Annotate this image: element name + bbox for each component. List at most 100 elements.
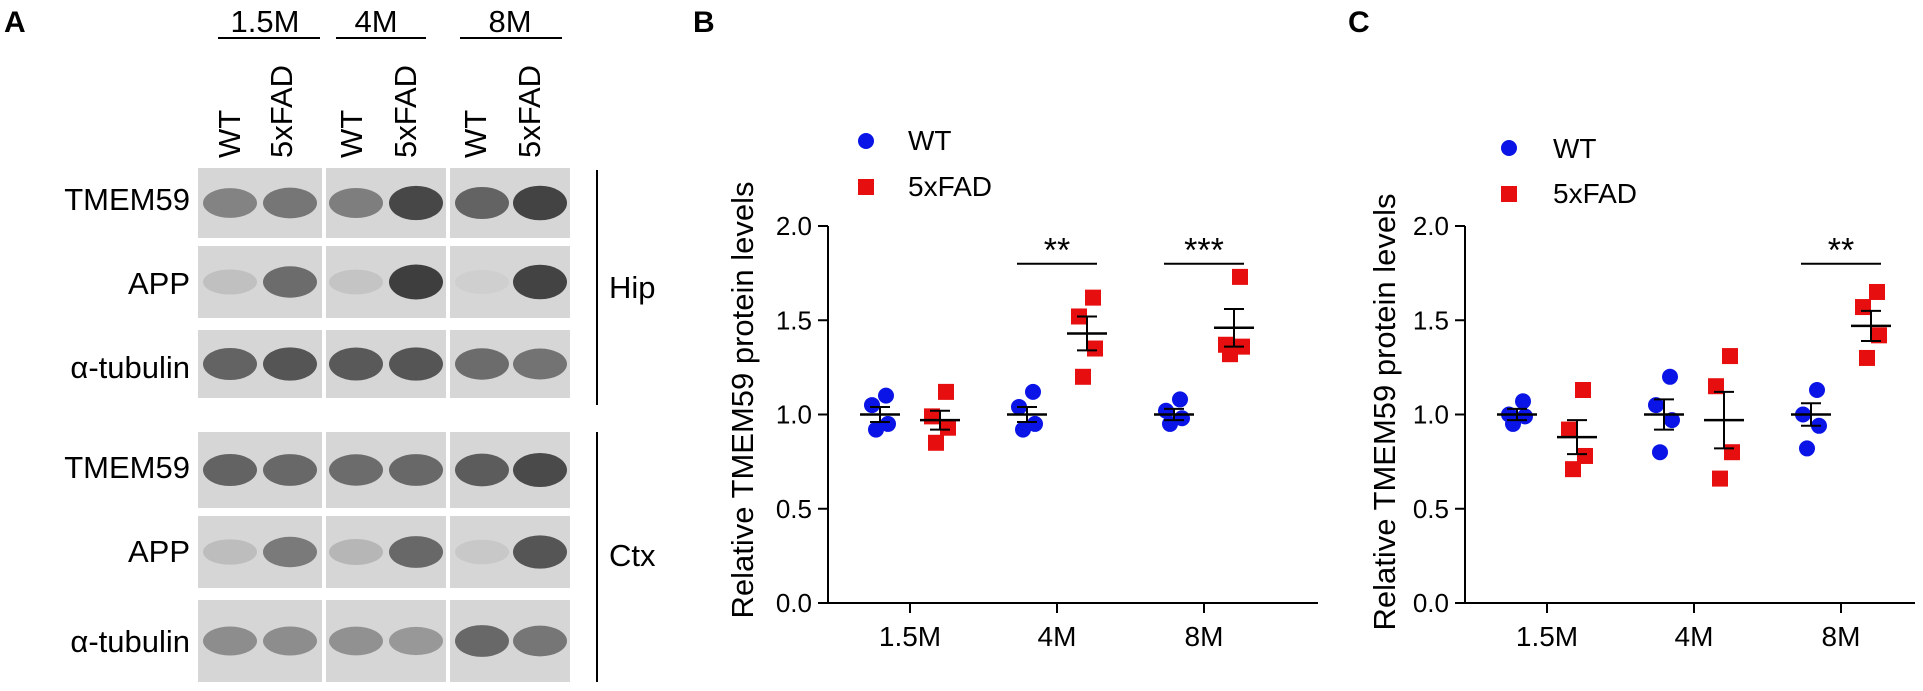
legend-marker-5xfad bbox=[858, 179, 874, 195]
blot-band bbox=[329, 187, 383, 219]
y-tick-label: 1.0 bbox=[1413, 400, 1449, 430]
data-point-5xfad bbox=[1724, 444, 1740, 461]
data-point-wt bbox=[1799, 440, 1815, 457]
x-tick-label: 4M bbox=[1038, 621, 1077, 652]
blot-band bbox=[203, 347, 257, 381]
data-point-5xfad bbox=[1222, 346, 1238, 363]
y-tick-label: 1.5 bbox=[776, 305, 812, 335]
row-label-ctx-app: APP bbox=[127, 534, 190, 569]
blot-band bbox=[203, 626, 257, 656]
y-tick-label: 2.0 bbox=[1413, 211, 1449, 241]
blot-band bbox=[203, 539, 257, 565]
data-point-5xfad bbox=[940, 419, 956, 436]
blot-band bbox=[329, 454, 383, 486]
blot-band bbox=[203, 453, 257, 487]
y-tick-label: 0.5 bbox=[1413, 494, 1449, 524]
y-tick-label: 1.5 bbox=[1413, 305, 1449, 335]
data-point-wt bbox=[1025, 383, 1041, 400]
legend-marker-wt bbox=[1501, 140, 1517, 156]
blot-band bbox=[389, 264, 443, 300]
data-point-5xfad bbox=[1087, 340, 1103, 357]
data-point-wt bbox=[878, 387, 894, 404]
significance-stars: ** bbox=[1044, 232, 1070, 270]
data-point-5xfad bbox=[1871, 327, 1887, 344]
data-point-wt bbox=[1162, 415, 1178, 432]
data-point-wt bbox=[1172, 391, 1188, 408]
legend: WT 5xFAD bbox=[1501, 133, 1637, 209]
tissue-label-hip: Hip bbox=[609, 270, 656, 305]
legend-label-5xfad: 5xFAD bbox=[908, 171, 992, 202]
x-tick-label: 1.5M bbox=[1516, 621, 1578, 652]
y-tick-label: 0.0 bbox=[1413, 588, 1449, 618]
data-point-wt bbox=[1809, 381, 1825, 398]
y-tick-label: 1.0 bbox=[776, 400, 812, 430]
blot-band bbox=[389, 626, 443, 656]
legend-label-5xfad: 5xFAD bbox=[1553, 178, 1637, 209]
data-point-5xfad bbox=[1708, 378, 1724, 395]
bracket-hip bbox=[596, 170, 598, 405]
western-blot-panel: 1.5M 4M 8M WT 5xFAD WT 5xFAD WT 5xFAD TM… bbox=[0, 0, 700, 691]
data-point-5xfad bbox=[1577, 447, 1593, 464]
x-tick-label: 8M bbox=[1822, 621, 1861, 652]
y-tick-label: 2.0 bbox=[776, 211, 812, 241]
age-underline-4m bbox=[336, 37, 426, 39]
data-point-wt bbox=[1027, 415, 1043, 432]
blot-band bbox=[203, 269, 257, 295]
blot-band bbox=[455, 453, 509, 487]
data-point-wt bbox=[864, 397, 880, 414]
panel-letter-b: B bbox=[693, 6, 715, 39]
blot-band bbox=[389, 454, 443, 486]
data-point-wt bbox=[1015, 421, 1031, 438]
panel-letter-c: C bbox=[1348, 6, 1370, 39]
data-point-5xfad bbox=[1869, 283, 1885, 300]
legend-marker-wt bbox=[858, 133, 874, 149]
blot-band bbox=[455, 186, 509, 220]
significance-stars: *** bbox=[1184, 232, 1224, 270]
blot-band bbox=[263, 187, 317, 219]
data-point-5xfad bbox=[1561, 421, 1577, 438]
bracket-ctx bbox=[596, 432, 598, 682]
blot-band bbox=[263, 536, 317, 568]
data-point-5xfad bbox=[1232, 268, 1248, 285]
row-label-ctx-tmem59: TMEM59 bbox=[64, 450, 190, 485]
age-header-1-5m: 1.5M bbox=[230, 4, 300, 39]
row-label-hip-app: APP bbox=[127, 266, 190, 301]
blot-band bbox=[389, 536, 443, 568]
blot-band bbox=[513, 348, 567, 380]
blot-band bbox=[513, 535, 567, 569]
blot-band bbox=[513, 185, 567, 221]
panel-letter-a: A bbox=[4, 6, 26, 39]
blot-band bbox=[263, 266, 317, 298]
row-label-ctx-tubulin: α-tubulin bbox=[70, 624, 190, 659]
blot-band bbox=[455, 539, 509, 565]
blot-band bbox=[263, 626, 317, 656]
data-point-5xfad bbox=[1722, 348, 1738, 365]
blot-band bbox=[513, 625, 567, 657]
blot-band bbox=[513, 452, 567, 488]
blot-band bbox=[389, 185, 443, 221]
data-point-5xfad bbox=[928, 434, 944, 451]
data-point-5xfad bbox=[938, 383, 954, 400]
data-point-wt bbox=[880, 415, 896, 432]
y-axis-label: Relative TMEM59 protein levels bbox=[725, 181, 760, 618]
blot-band bbox=[513, 264, 567, 300]
data-point-5xfad bbox=[1565, 461, 1581, 478]
data-point-wt bbox=[1662, 368, 1678, 385]
blot-band bbox=[329, 347, 383, 381]
tissue-label-ctx: Ctx bbox=[609, 538, 656, 573]
y-tick-label: 0.0 bbox=[776, 588, 812, 618]
chart-panel-b: Relative TMEM59 protein levels WT 5xFAD … bbox=[725, 125, 1318, 652]
blot-band bbox=[455, 270, 509, 294]
blot-image bbox=[198, 168, 570, 682]
blot-band bbox=[329, 269, 383, 295]
y-tick-label: 0.5 bbox=[776, 494, 812, 524]
data-point-5xfad bbox=[1085, 289, 1101, 306]
blot-band bbox=[329, 539, 383, 565]
data-point-wt bbox=[1505, 415, 1521, 432]
blot-band bbox=[203, 188, 257, 218]
data-point-wt bbox=[868, 421, 884, 438]
data-point-wt bbox=[1652, 444, 1668, 461]
x-tick-label: 8M bbox=[1185, 621, 1224, 652]
blot-band bbox=[263, 347, 317, 381]
blot-band bbox=[455, 348, 509, 380]
